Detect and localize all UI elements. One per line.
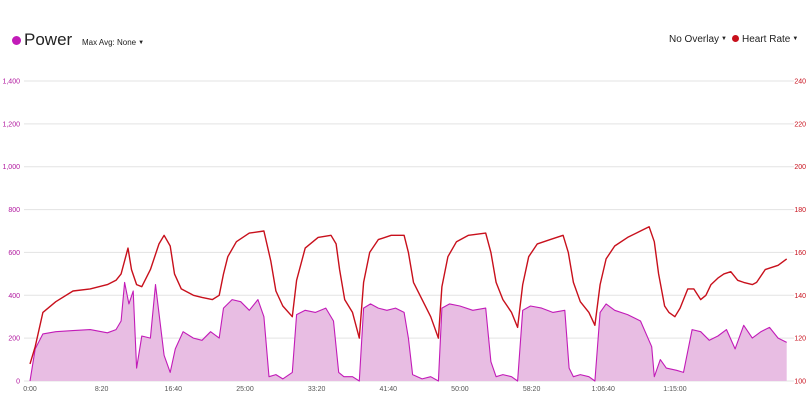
- left-axis-tick-label: 600: [8, 250, 20, 257]
- power-area-fill: [30, 282, 787, 381]
- heart-rate-dropdown[interactable]: Heart Rate ▼: [742, 34, 798, 45]
- grid-lines: [24, 80, 794, 382]
- power-line: [29, 281, 787, 382]
- x-axis-tick-label: 25:00: [236, 386, 254, 393]
- x-axis-tick-label: 1:06:40: [592, 386, 615, 393]
- max-avg-label: Max Avg: None: [82, 38, 137, 47]
- chart-header: Power Max Avg: None ▼ No Overlay ▼ Heart R…: [0, 0, 809, 56]
- right-axis-tick-label: 180: [794, 207, 806, 214]
- right-axis-tick-label: 100: [794, 379, 806, 386]
- x-axis-tick-label: 41:40: [380, 386, 398, 393]
- heart-rate-legend-dot-icon: [732, 35, 739, 42]
- power-legend-dot-icon: [12, 36, 21, 45]
- right-axis-tick-label: 200: [794, 164, 806, 171]
- heart-rate-label: Heart Rate: [742, 34, 791, 45]
- x-axis-tick-label: 8:20: [95, 386, 109, 393]
- right-axis-tick-label: 140: [794, 293, 806, 300]
- power-series: [29, 281, 787, 382]
- right-axis-tick-label: 120: [794, 336, 806, 343]
- x-axis-tick-label: 1:15:00: [663, 386, 686, 393]
- x-axis-tick-label: 0:00: [23, 386, 37, 393]
- axis-labels: 0 200 400 600 800 1,000 1,200 1,400 100 120 140 160…: [2, 79, 806, 394]
- overlay-label: No Overlay: [669, 34, 720, 45]
- left-axis-tick-label: 400: [8, 293, 20, 300]
- left-axis-tick-label: 200: [8, 336, 20, 343]
- caret-down-icon: ▼: [792, 36, 799, 43]
- x-axis-tick-label: 16:40: [165, 386, 183, 393]
- left-axis-tick-label: 0: [16, 379, 20, 386]
- caret-down-icon: ▼: [721, 36, 727, 43]
- right-axis-tick-label: 160: [794, 250, 806, 257]
- caret-down-icon: ▼: [138, 39, 145, 46]
- left-axis-tick-label: 1,000: [2, 164, 20, 171]
- max-avg-dropdown[interactable]: Max Avg: None ▼: [82, 38, 144, 47]
- right-axis-tick-label: 220: [794, 121, 806, 128]
- left-axis-tick-label: 1,200: [2, 121, 20, 128]
- x-axis-tick-label: 50:00: [451, 386, 469, 393]
- left-axis-tick-label: 800: [8, 207, 20, 214]
- left-axis-tick-label: 1,400: [2, 79, 20, 86]
- right-axis-tick-label: 240: [794, 79, 806, 86]
- power-title: Power: [24, 30, 73, 49]
- overlay-dropdown[interactable]: No Overlay ▼: [669, 34, 727, 45]
- x-axis-tick-label: 58:20: [523, 386, 541, 393]
- x-axis-tick-label: 33:20: [308, 386, 326, 393]
- heart-rate-line: [29, 225, 788, 365]
- heart-rate-series: [29, 225, 788, 365]
